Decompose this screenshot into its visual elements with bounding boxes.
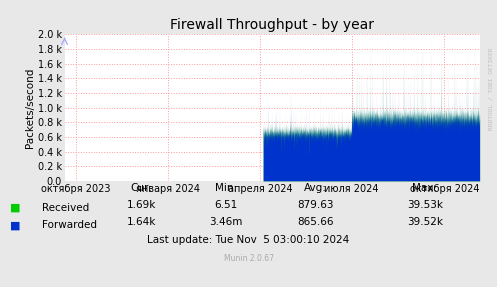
Text: RRDTOOL / TOBI OETIKER: RRDTOOL / TOBI OETIKER (489, 48, 494, 130)
Text: 1.69k: 1.69k (127, 200, 157, 210)
Text: Munin 2.0.67: Munin 2.0.67 (224, 254, 273, 263)
Text: 3.46m: 3.46m (209, 217, 243, 227)
Text: Min:: Min: (215, 183, 237, 193)
Title: Firewall Throughput - by year: Firewall Throughput - by year (170, 18, 374, 32)
Text: 39.53k: 39.53k (407, 200, 443, 210)
Text: Forwarded: Forwarded (42, 220, 97, 230)
Text: 879.63: 879.63 (297, 200, 334, 210)
Text: Avg:: Avg: (304, 183, 327, 193)
Text: 1.64k: 1.64k (127, 217, 157, 227)
Text: ■: ■ (10, 203, 20, 213)
Y-axis label: Packets/second: Packets/second (25, 67, 35, 148)
Text: ■: ■ (10, 220, 20, 230)
Text: Cur:: Cur: (131, 183, 153, 193)
Text: Max:: Max: (413, 183, 437, 193)
Text: 39.52k: 39.52k (407, 217, 443, 227)
Text: 6.51: 6.51 (215, 200, 238, 210)
Text: 865.66: 865.66 (297, 217, 334, 227)
Text: Received: Received (42, 203, 89, 213)
Text: Last update: Tue Nov  5 03:00:10 2024: Last update: Tue Nov 5 03:00:10 2024 (148, 234, 349, 245)
